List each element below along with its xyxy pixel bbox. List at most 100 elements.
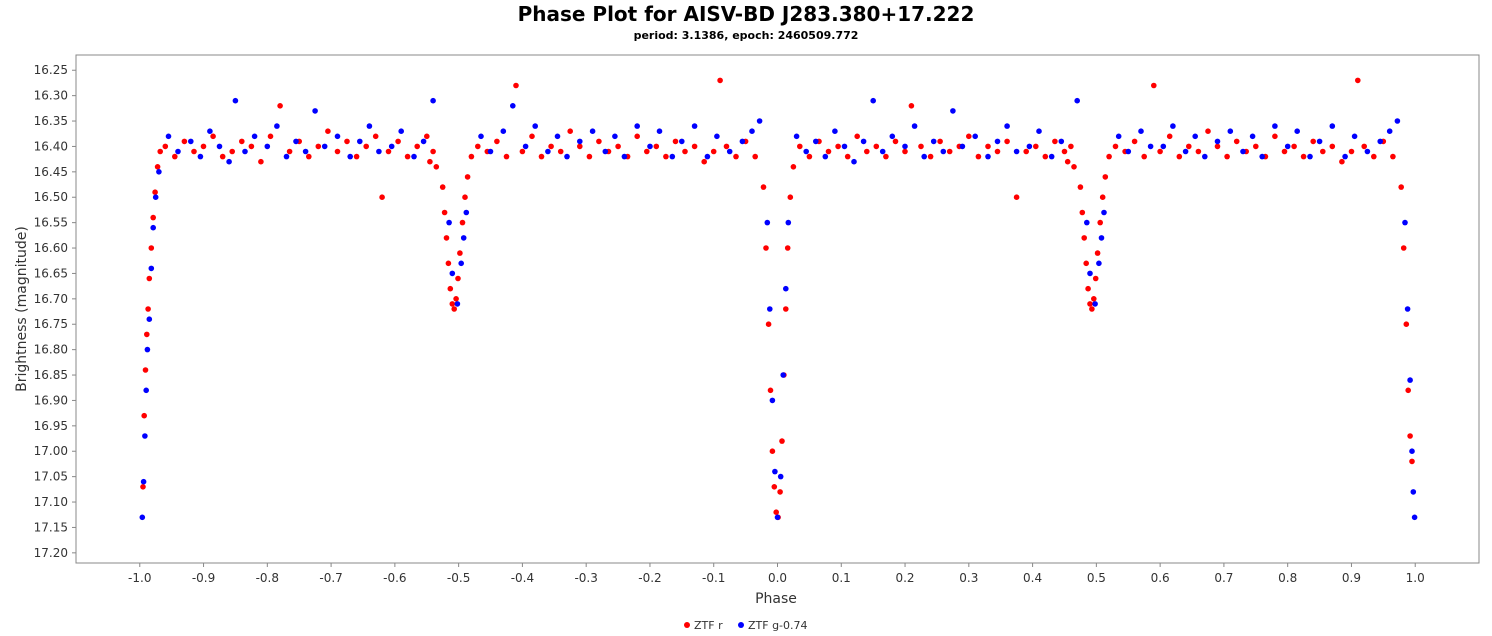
data-point (771, 484, 778, 490)
chart-subtitle: period: 3.1386, epoch: 2460509.772 (634, 29, 859, 42)
data-point (1400, 245, 1407, 251)
y-tick-label: 16.65 (34, 266, 68, 280)
data-point (1079, 209, 1086, 216)
data-point (462, 194, 468, 200)
data-point (460, 235, 467, 241)
data-point (769, 448, 776, 455)
y-tick-label: 16.75 (34, 317, 68, 331)
data-point (1138, 128, 1144, 134)
data-point (463, 209, 470, 216)
data-point (554, 133, 561, 140)
data-point (388, 143, 395, 150)
data-point (458, 260, 465, 267)
chart-title: Phase Plot for AISV-BD J283.380+17.222 (518, 2, 975, 26)
data-point (1272, 133, 1278, 140)
data-point (148, 245, 155, 251)
data-point (334, 133, 341, 140)
data-point (139, 514, 146, 521)
data-point (455, 275, 461, 282)
data-point (764, 219, 771, 226)
data-point (157, 148, 163, 155)
x-tick-label: -0.8 (256, 571, 279, 585)
data-point (219, 153, 226, 160)
data-point (363, 143, 370, 150)
data-point (1101, 209, 1107, 216)
y-tick-label: 17.00 (34, 444, 68, 458)
data-point (717, 77, 723, 84)
x-tick-label: -0.7 (319, 571, 342, 585)
data-point (1074, 97, 1080, 104)
data-point (1390, 153, 1396, 160)
data-point (1407, 433, 1413, 439)
data-point (783, 306, 789, 312)
data-point (835, 143, 841, 150)
data-point (1023, 148, 1029, 155)
data-point (752, 153, 758, 160)
data-point (1064, 158, 1071, 165)
data-point (277, 103, 283, 109)
data-point (749, 128, 755, 134)
x-tick-label: 0.0 (768, 571, 787, 585)
x-tick-label: -0.9 (192, 571, 215, 585)
data-point (780, 372, 786, 378)
data-point (918, 143, 924, 150)
data-point (797, 143, 803, 150)
data-point (822, 153, 829, 160)
data-point (1033, 143, 1039, 150)
data-point (207, 128, 213, 134)
data-point (503, 153, 510, 160)
data-point (1115, 133, 1122, 140)
data-point (242, 148, 248, 155)
data-point (783, 285, 789, 292)
data-point (1125, 148, 1132, 155)
data-point (1329, 143, 1336, 150)
data-point (500, 128, 507, 134)
data-point (1411, 514, 1418, 521)
data-point (315, 143, 322, 150)
data-point (1166, 133, 1173, 140)
data-point (772, 468, 778, 475)
data-point (1224, 153, 1230, 160)
data-point (239, 138, 245, 145)
data-point (1151, 82, 1157, 89)
data-point (1253, 143, 1259, 150)
data-point (1096, 260, 1102, 267)
data-point (806, 153, 813, 160)
data-point (420, 138, 427, 145)
data-point (940, 148, 947, 155)
data-point (994, 138, 1001, 145)
data-point (586, 153, 593, 160)
data-point (441, 209, 448, 216)
data-point (663, 153, 669, 160)
data-point (950, 108, 956, 114)
data-point (1026, 143, 1033, 150)
y-tick-label: 16.85 (34, 368, 68, 382)
data-point (1092, 301, 1098, 307)
data-point (478, 133, 484, 140)
data-point (972, 133, 978, 140)
data-point (841, 143, 848, 150)
data-point (258, 158, 264, 165)
data-point (1386, 128, 1393, 134)
data-point (985, 153, 991, 160)
data-point (844, 153, 851, 160)
data-point (1409, 458, 1415, 465)
data-point (283, 153, 290, 160)
data-point (376, 148, 382, 155)
y-tick-label: 16.50 (34, 190, 68, 204)
data-point (445, 260, 452, 267)
data-point (647, 143, 653, 150)
data-point (1284, 143, 1291, 150)
data-point (325, 128, 331, 134)
x-tick-label: 0.2 (895, 571, 914, 585)
data-point (1083, 260, 1089, 267)
y-tick-label: 16.25 (34, 63, 68, 77)
data-point (1407, 377, 1413, 383)
data-point (966, 133, 972, 140)
data-point (879, 148, 886, 155)
data-point (1300, 153, 1307, 160)
data-point (140, 484, 146, 490)
y-tick-label: 17.10 (34, 495, 68, 509)
data-point (141, 412, 147, 419)
legend-label-ztf-g: ZTF g-0.74 (748, 619, 808, 632)
